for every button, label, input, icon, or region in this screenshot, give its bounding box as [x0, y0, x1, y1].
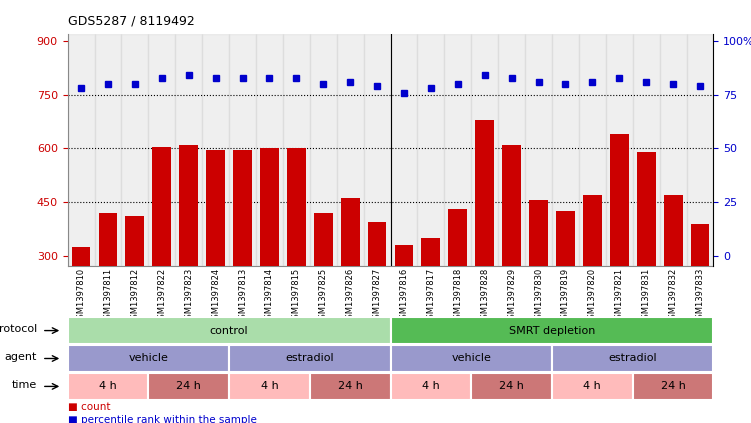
Bar [95, 34, 122, 266]
Text: 4 h: 4 h [99, 382, 117, 391]
Bar [606, 34, 632, 266]
Bar [686, 34, 713, 266]
Bar [336, 34, 363, 266]
Text: ■ count: ■ count [68, 402, 110, 412]
Text: time: time [12, 380, 38, 390]
Text: ■ percentile rank within the sample: ■ percentile rank within the sample [68, 415, 256, 423]
Text: 24 h: 24 h [661, 382, 686, 391]
Text: 24 h: 24 h [176, 382, 201, 391]
Bar [309, 34, 336, 266]
Bar [475, 120, 494, 363]
Bar [149, 34, 175, 266]
Bar [98, 213, 117, 363]
Bar [632, 373, 713, 400]
Bar [691, 223, 710, 363]
Bar [229, 373, 309, 400]
Bar [394, 245, 413, 363]
Bar [632, 34, 659, 266]
Bar [418, 34, 445, 266]
Bar [552, 345, 713, 372]
Bar [556, 211, 575, 363]
Bar [207, 150, 225, 363]
Bar [125, 217, 144, 363]
Bar [498, 34, 525, 266]
Bar [175, 34, 202, 266]
Bar [368, 222, 387, 363]
Bar [579, 34, 606, 266]
Text: estradiol: estradiol [285, 354, 334, 363]
Bar [391, 317, 713, 344]
Bar [283, 34, 309, 266]
Bar [659, 34, 686, 266]
Bar [233, 150, 252, 363]
Bar [68, 345, 229, 372]
Text: 4 h: 4 h [584, 382, 602, 391]
Bar [229, 34, 256, 266]
Bar [287, 148, 306, 363]
Bar [202, 34, 229, 266]
Bar [529, 200, 548, 363]
Text: agent: agent [5, 352, 38, 362]
Bar [260, 148, 279, 363]
Bar [71, 247, 90, 363]
Bar [472, 373, 552, 400]
Bar [68, 373, 149, 400]
Bar [448, 209, 467, 363]
Text: 24 h: 24 h [499, 382, 524, 391]
Bar [552, 34, 579, 266]
Bar [229, 345, 391, 372]
Bar [664, 195, 683, 363]
Bar [637, 152, 656, 363]
Text: 4 h: 4 h [422, 382, 440, 391]
Bar [391, 345, 552, 372]
Text: protocol: protocol [0, 324, 38, 334]
Bar [341, 198, 360, 363]
Text: vehicle: vehicle [128, 354, 168, 363]
Bar [472, 34, 498, 266]
Bar [309, 373, 391, 400]
Bar [363, 34, 391, 266]
Text: 24 h: 24 h [338, 382, 363, 391]
Text: GDS5287 / 8119492: GDS5287 / 8119492 [68, 14, 195, 27]
Text: control: control [210, 326, 249, 335]
Bar [552, 373, 632, 400]
Bar [502, 145, 521, 363]
Text: estradiol: estradiol [608, 354, 657, 363]
Bar [391, 34, 418, 266]
Bar [445, 34, 472, 266]
Bar [256, 34, 283, 266]
Bar [149, 373, 229, 400]
Text: vehicle: vehicle [451, 354, 491, 363]
Bar [525, 34, 552, 266]
Bar [179, 145, 198, 363]
Text: 4 h: 4 h [261, 382, 279, 391]
Bar [610, 134, 629, 363]
Bar [314, 213, 333, 363]
Bar [68, 34, 95, 266]
Bar [122, 34, 149, 266]
Bar [152, 147, 171, 363]
Bar [421, 238, 440, 363]
Bar [583, 195, 602, 363]
Text: SMRT depletion: SMRT depletion [508, 326, 596, 335]
Bar [391, 373, 472, 400]
Bar [68, 317, 391, 344]
